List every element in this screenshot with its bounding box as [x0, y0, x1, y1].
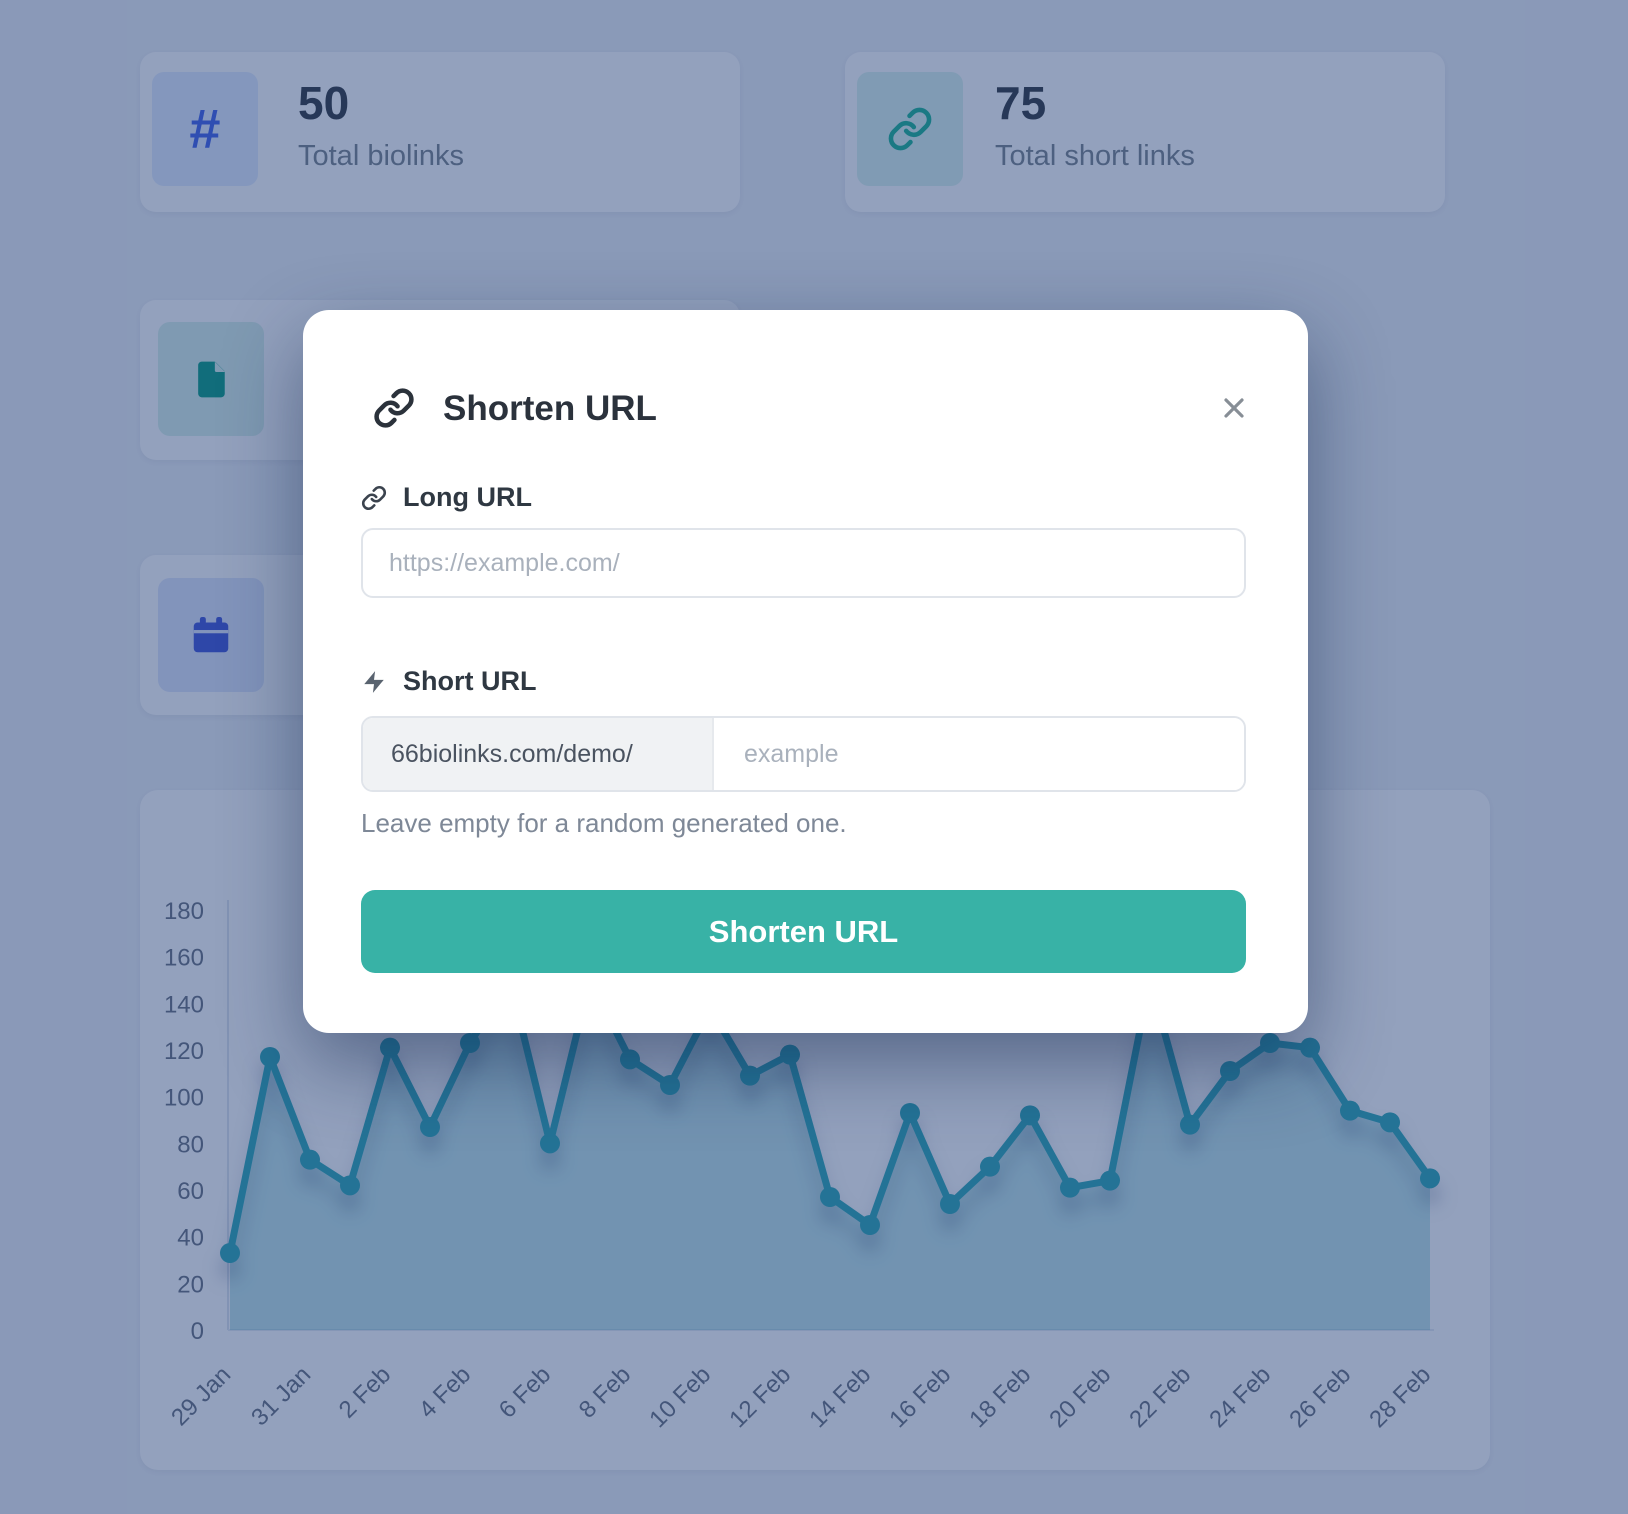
shorten-url-modal: Shorten URL Long URL Short URL 66biolink… [303, 310, 1308, 1033]
svg-text:20: 20 [177, 1271, 204, 1298]
stat-tile [158, 322, 264, 436]
close-icon [1224, 398, 1244, 418]
stat-card-total-biolinks: # 50 Total biolinks [140, 52, 740, 212]
svg-text:40: 40 [177, 1225, 204, 1252]
long-url-label: Long URL [403, 482, 532, 512]
short-url-helper-text: Leave empty for a random generated one. [361, 808, 847, 838]
short-url-label: Short URL [403, 666, 537, 696]
short-url-domain-prefix: 66biolinks.com/demo/ [363, 718, 714, 790]
document-icon [198, 361, 226, 398]
stat-value: 75 [995, 77, 1047, 129]
link-icon [361, 485, 387, 510]
stat-value: 50 [298, 77, 350, 129]
link-icon [374, 388, 414, 428]
svg-text:180: 180 [164, 898, 204, 925]
svg-text:60: 60 [177, 1178, 204, 1205]
modal-title: Shorten URL [443, 389, 657, 428]
stat-tile [857, 72, 963, 186]
svg-text:140: 140 [164, 991, 204, 1018]
stat-card-total-short-links: 75 Total short links [845, 52, 1445, 212]
stat-tile: # [152, 72, 258, 186]
shorten-url-button[interactable]: Shorten URL [361, 890, 1246, 973]
calendar-icon [193, 616, 229, 653]
svg-text:100: 100 [164, 1085, 204, 1112]
long-url-label-row: Long URL [361, 482, 532, 513]
short-url-label-row: Short URL [361, 666, 536, 697]
short-url-input[interactable] [714, 718, 1244, 790]
zap-icon [364, 670, 384, 693]
stat-tile [158, 578, 264, 692]
svg-text:80: 80 [177, 1131, 204, 1158]
hashtag-icon: # [189, 97, 221, 160]
stat-label: Total biolinks [298, 140, 465, 172]
svg-text:160: 160 [164, 945, 204, 972]
link-icon [888, 107, 932, 151]
stat-label: Total short links [995, 140, 1195, 172]
short-url-input-group: 66biolinks.com/demo/ [361, 716, 1246, 792]
close-button[interactable] [1216, 390, 1252, 426]
svg-text:120: 120 [164, 1038, 204, 1065]
long-url-input[interactable] [361, 528, 1246, 598]
svg-text:0: 0 [191, 1318, 204, 1345]
